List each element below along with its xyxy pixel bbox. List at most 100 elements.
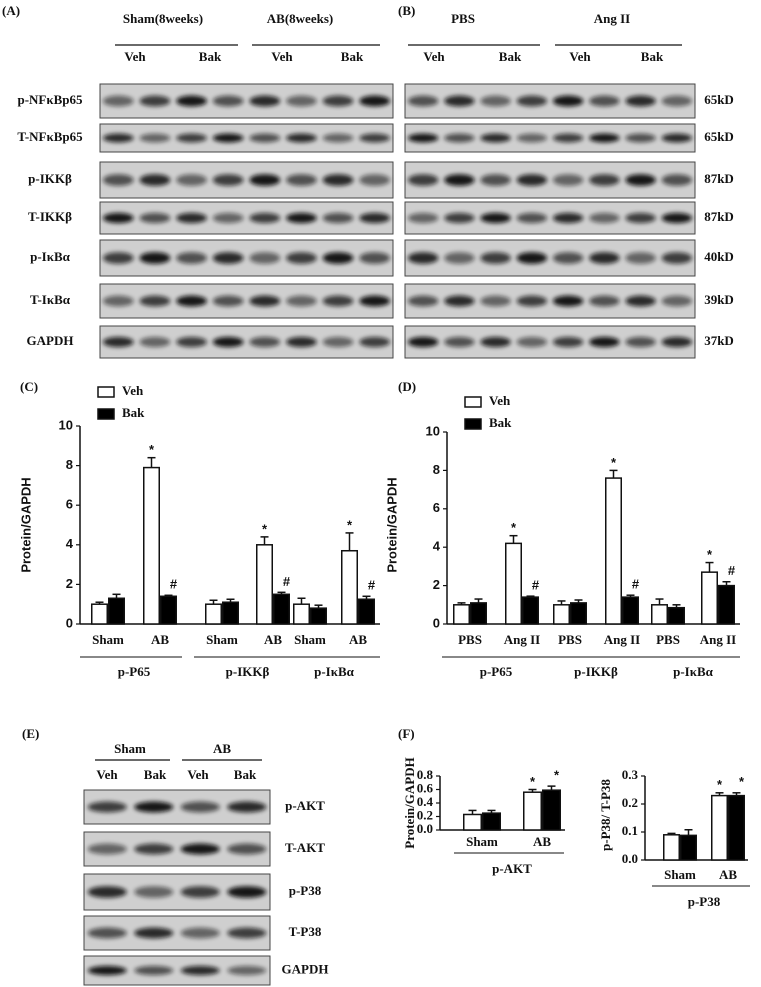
group-label: p-IKKβ: [574, 664, 618, 679]
blot-band: [87, 927, 127, 939]
blot-band: [407, 212, 439, 224]
bar: [358, 598, 375, 625]
blot-row-label: p-IκBα: [30, 249, 71, 264]
blot-band: [625, 295, 656, 307]
y-tick-label: 0.1: [622, 823, 638, 838]
x-tick-label: Ang II: [504, 632, 541, 647]
blot-band: [480, 336, 511, 348]
blot-band: [359, 174, 391, 186]
blot-band: [359, 295, 391, 307]
x-tick-label: Ang II: [700, 632, 737, 647]
significance-marker: *: [347, 517, 353, 532]
significance-marker: #: [532, 578, 540, 593]
blot-band: [134, 843, 174, 855]
panel-label: (A): [2, 3, 20, 18]
bar: [160, 595, 177, 625]
blot-band: [102, 212, 134, 224]
blot-band: [661, 252, 693, 264]
lane-label: Veh: [124, 49, 146, 64]
y-tick-label: 8: [433, 462, 440, 477]
blot-band: [286, 336, 317, 348]
blot-band: [176, 133, 207, 143]
y-axis-label: Protein/GAPDH: [402, 757, 417, 848]
blot-row-label: T-AKT: [285, 840, 325, 855]
group-header: Sham: [114, 741, 146, 756]
blot-band: [286, 295, 317, 307]
x-tick-label: Sham: [294, 632, 326, 647]
significance-marker: *: [707, 547, 713, 562]
blot-band: [625, 95, 656, 107]
blot-band: [102, 174, 134, 186]
significance-marker: *: [554, 768, 560, 783]
legend-label: Veh: [489, 393, 511, 408]
blot-band: [176, 295, 207, 307]
blot-band: [212, 95, 244, 107]
blot-band: [552, 212, 584, 224]
blot-row-label: p-AKT: [285, 798, 325, 813]
blot-band: [286, 95, 317, 107]
blot-band: [552, 336, 584, 348]
blot-band: [176, 174, 207, 186]
blot-band: [286, 174, 317, 186]
blot-band: [661, 336, 693, 348]
blot-band: [227, 843, 267, 855]
group-label: p-P38: [688, 894, 721, 909]
blot-band: [212, 212, 244, 224]
y-tick-label: 0.4: [417, 794, 434, 809]
blot-band: [139, 133, 171, 143]
blot-band: [589, 174, 620, 186]
y-tick-label: 6: [66, 497, 73, 512]
bar: [668, 606, 685, 625]
blot-band: [249, 252, 281, 264]
y-tick-label: 0: [66, 615, 73, 630]
bar: [222, 601, 239, 625]
blot-band: [359, 95, 391, 107]
blot-band: [102, 95, 134, 107]
blot-band: [176, 95, 207, 107]
blot-band: [516, 295, 548, 307]
blot-band: [102, 133, 134, 143]
panel-label: (E): [22, 726, 39, 741]
blot-band: [286, 133, 317, 143]
blot-row-label: 37kD: [704, 333, 734, 348]
y-axis-label: p-P38/ T-P38: [598, 779, 613, 851]
bar: [680, 834, 697, 861]
y-tick-label: 10: [59, 417, 73, 432]
blot-band: [661, 174, 693, 186]
bar: [341, 549, 358, 625]
blot-band: [87, 801, 127, 813]
significance-marker: *: [717, 777, 723, 792]
blot-band: [249, 295, 281, 307]
x-tick-label: AB: [533, 834, 551, 849]
bar: [256, 544, 273, 625]
blot-band: [625, 212, 656, 224]
y-tick-label: 0.2: [622, 795, 638, 810]
bar: [143, 466, 160, 625]
lane-label: Veh: [187, 767, 209, 782]
blot-band: [589, 336, 620, 348]
group-label: p-IκBα: [314, 664, 355, 679]
panel-label: (D): [398, 379, 416, 394]
blot-band: [180, 843, 220, 855]
blot-row-label: T-NFκBp65: [17, 129, 83, 144]
blot-band: [359, 212, 391, 224]
blot-band: [176, 212, 207, 224]
blot-band: [134, 965, 174, 976]
y-tick-label: 10: [426, 423, 440, 438]
bar: [310, 607, 327, 625]
blot-band: [139, 95, 171, 107]
y-tick-label: 0.2: [417, 807, 433, 822]
lane-label: Bak: [341, 49, 364, 64]
y-tick-label: 0: [433, 615, 440, 630]
group-header: AB(8weeks): [267, 11, 333, 26]
blot-band: [480, 95, 511, 107]
bar: [470, 602, 487, 625]
bar: [553, 604, 570, 625]
significance-marker: *: [530, 774, 536, 789]
blot-band: [249, 95, 281, 107]
group-header: AB: [213, 741, 231, 756]
blot-band: [589, 212, 620, 224]
x-tick-label: AB: [151, 632, 169, 647]
blot-band: [407, 133, 439, 143]
